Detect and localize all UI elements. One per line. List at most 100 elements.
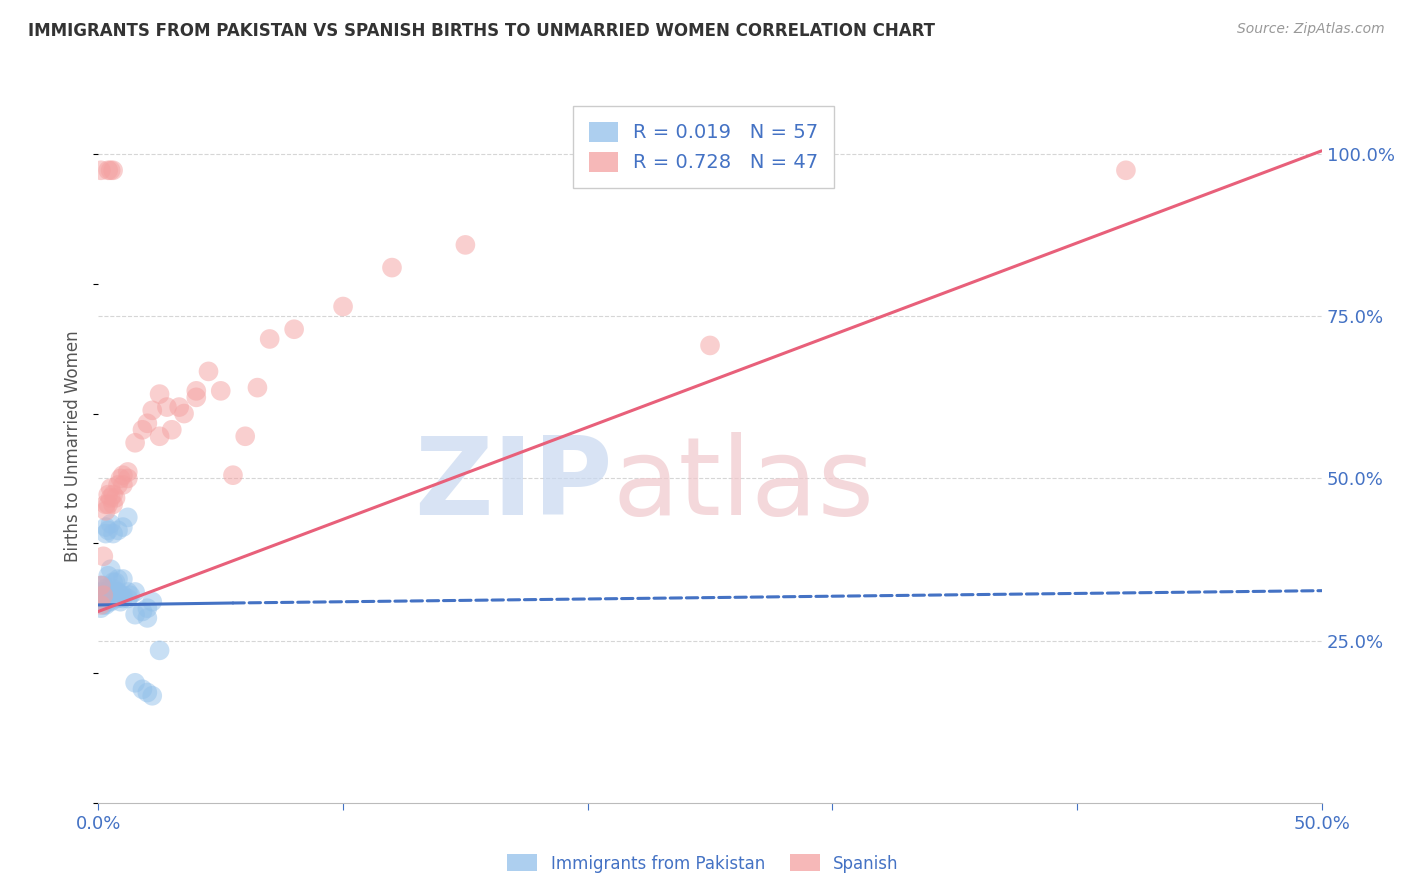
Point xyxy=(90,578,112,592)
Point xyxy=(124,585,146,599)
Point xyxy=(107,585,129,599)
Point xyxy=(124,607,146,622)
Point xyxy=(91,598,114,612)
Point xyxy=(107,524,129,538)
Point xyxy=(110,595,132,609)
Point xyxy=(100,588,122,602)
Point xyxy=(283,322,305,336)
Point xyxy=(131,423,153,437)
Point xyxy=(90,585,112,599)
Point xyxy=(97,585,120,599)
Point xyxy=(111,468,134,483)
Point xyxy=(117,465,139,479)
Point xyxy=(107,478,129,492)
Point xyxy=(90,601,112,615)
Point xyxy=(94,588,117,602)
Point xyxy=(209,384,232,398)
Point xyxy=(101,591,124,606)
Point xyxy=(97,163,120,178)
Point xyxy=(111,478,134,492)
Point xyxy=(104,591,127,606)
Y-axis label: Births to Unmarried Women: Births to Unmarried Women xyxy=(65,330,83,562)
Point xyxy=(454,238,477,252)
Text: atlas: atlas xyxy=(612,433,875,538)
Point xyxy=(100,491,122,505)
Point xyxy=(94,497,117,511)
Point xyxy=(141,403,163,417)
Point xyxy=(97,568,120,582)
Point xyxy=(381,260,404,275)
Point xyxy=(94,504,117,518)
Point xyxy=(97,595,120,609)
Point xyxy=(233,429,256,443)
Point xyxy=(101,497,124,511)
Point xyxy=(117,471,139,485)
Point xyxy=(91,585,114,599)
Point xyxy=(332,300,354,314)
Point xyxy=(107,591,129,606)
Text: Source: ZipAtlas.com: Source: ZipAtlas.com xyxy=(1237,22,1385,37)
Point xyxy=(141,595,163,609)
Point xyxy=(173,407,195,421)
Point xyxy=(94,582,117,596)
Point xyxy=(136,417,159,431)
Point xyxy=(117,591,139,606)
Point xyxy=(100,516,122,531)
Point xyxy=(94,520,117,534)
Point xyxy=(111,588,134,602)
Legend: R = 0.019   N = 57, R = 0.728   N = 47: R = 0.019 N = 57, R = 0.728 N = 47 xyxy=(574,106,834,188)
Point xyxy=(117,585,139,599)
Legend: Immigrants from Pakistan, Spanish: Immigrants from Pakistan, Spanish xyxy=(501,847,905,880)
Point xyxy=(104,575,127,590)
Point xyxy=(124,435,146,450)
Point xyxy=(91,595,114,609)
Point xyxy=(186,390,208,404)
Point xyxy=(90,591,112,606)
Point xyxy=(1115,163,1137,178)
Point xyxy=(131,682,153,697)
Point xyxy=(91,578,114,592)
Point xyxy=(94,598,117,612)
Point xyxy=(104,588,127,602)
Point xyxy=(246,381,269,395)
Point xyxy=(101,488,124,502)
Point xyxy=(94,591,117,606)
Point xyxy=(91,588,114,602)
Point xyxy=(186,384,208,398)
Point xyxy=(100,163,122,178)
Point xyxy=(110,471,132,485)
Point xyxy=(101,575,124,590)
Point xyxy=(136,601,159,615)
Point xyxy=(124,675,146,690)
Point xyxy=(222,468,245,483)
Point xyxy=(167,400,190,414)
Point xyxy=(97,497,120,511)
Point xyxy=(101,163,124,178)
Text: IMMIGRANTS FROM PAKISTAN VS SPANISH BIRTHS TO UNMARRIED WOMEN CORRELATION CHART: IMMIGRANTS FROM PAKISTAN VS SPANISH BIRT… xyxy=(28,22,935,40)
Point xyxy=(156,400,179,414)
Point xyxy=(97,588,120,602)
Point xyxy=(136,685,159,699)
Point xyxy=(91,549,114,564)
Point xyxy=(160,423,183,437)
Point xyxy=(90,163,112,178)
Point xyxy=(131,604,153,618)
Point xyxy=(136,611,159,625)
Point xyxy=(107,572,129,586)
Point xyxy=(111,591,134,606)
Point xyxy=(120,588,142,602)
Point xyxy=(101,526,124,541)
Point xyxy=(699,338,721,352)
Point xyxy=(100,591,122,606)
Point xyxy=(101,585,124,599)
Point xyxy=(149,429,172,443)
Point xyxy=(197,364,219,378)
Point xyxy=(110,588,132,602)
Point xyxy=(101,582,124,596)
Point xyxy=(90,598,112,612)
Point xyxy=(104,491,127,505)
Point xyxy=(97,488,120,502)
Point xyxy=(111,572,134,586)
Point xyxy=(94,526,117,541)
Point xyxy=(100,562,122,576)
